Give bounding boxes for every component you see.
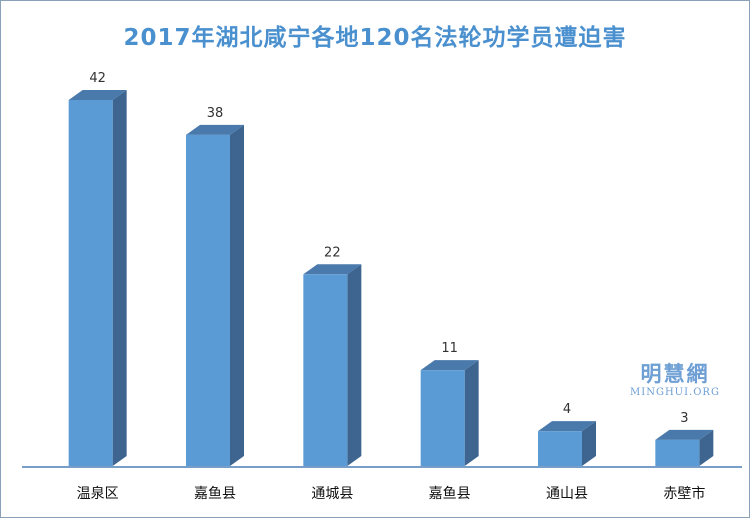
bar-side xyxy=(112,90,127,466)
data-label: 4 xyxy=(563,402,571,417)
x-tick-label: 嘉鱼县 xyxy=(194,485,236,502)
bar xyxy=(655,439,700,466)
bar-top xyxy=(68,90,127,100)
bar xyxy=(538,431,582,466)
bar-top xyxy=(655,429,714,440)
bar xyxy=(186,134,230,466)
x-tick-label: 通城县 xyxy=(311,486,353,502)
bar-side xyxy=(347,264,362,466)
bar-top xyxy=(303,264,362,275)
data-label: 42 xyxy=(89,71,106,86)
bar-side xyxy=(699,429,714,466)
bar-side xyxy=(464,360,479,466)
data-label: 3 xyxy=(680,411,688,426)
bar xyxy=(68,100,113,466)
bar-side xyxy=(230,124,244,466)
x-tick-label: 温泉区 xyxy=(77,485,119,502)
chart-title: 2017年湖北咸宁各地120名法轮功学员遭迫害 xyxy=(123,25,627,51)
x-tick-label: 赤壁市 xyxy=(663,485,705,502)
minghui-watermark: 明慧網 MINGHUI.ORG xyxy=(625,358,725,398)
bar-top xyxy=(186,124,244,135)
data-label: 38 xyxy=(207,106,224,121)
bar xyxy=(303,274,348,466)
bar-top xyxy=(420,360,479,371)
bar-side xyxy=(582,421,596,466)
data-label: 22 xyxy=(324,245,341,260)
watermark-cn: 明慧網 xyxy=(640,362,710,386)
x-tick-label: 通山县 xyxy=(546,486,588,502)
bar-top xyxy=(538,421,596,432)
data-label: 11 xyxy=(441,341,458,356)
x-tick-label: 嘉鱼县 xyxy=(429,485,471,502)
bar xyxy=(420,370,465,466)
watermark-en: MINGHUI.ORG xyxy=(630,387,720,398)
